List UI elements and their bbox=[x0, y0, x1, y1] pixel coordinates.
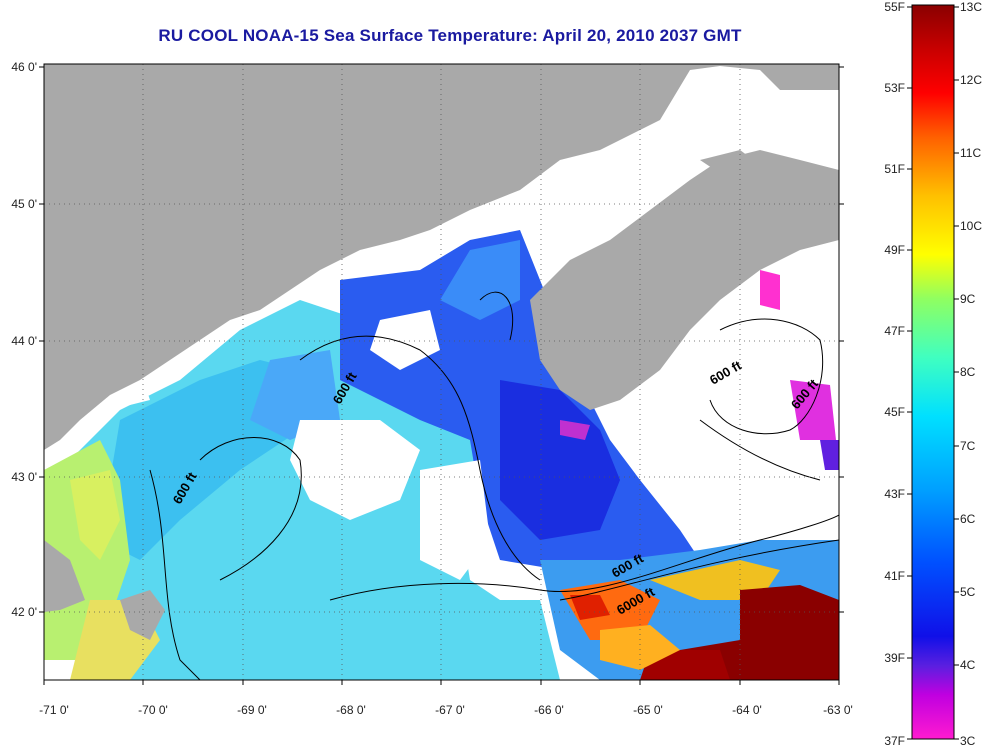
lat-tick-label: 46 0' bbox=[11, 60, 37, 74]
map-area bbox=[44, 64, 839, 680]
colorbar-gradient bbox=[912, 5, 954, 739]
lon-tick-label: -65 0' bbox=[633, 703, 663, 717]
lon-tick-label: -66 0' bbox=[534, 703, 564, 717]
lat-tick-label: 42 0' bbox=[11, 605, 37, 619]
colorbar-f-label: 55F bbox=[884, 0, 905, 14]
colorbar-c-label: 4C bbox=[960, 658, 976, 672]
colorbar-f-label: 39F bbox=[884, 651, 905, 665]
colorbar-c-labels: 13C 12C 11C 10C 9C 8C 7C 6C 5C 4C 3C bbox=[960, 0, 982, 748]
colorbar-c-label: 11C bbox=[960, 146, 981, 160]
colorbar-c-label: 6C bbox=[960, 512, 976, 526]
colorbar-f-label: 47F bbox=[884, 324, 905, 338]
colorbar-c-label: 9C bbox=[960, 292, 976, 306]
lon-tick-label: -68 0' bbox=[336, 703, 366, 717]
colorbar-c-label: 8C bbox=[960, 365, 976, 379]
frame-ticks bbox=[39, 66, 844, 685]
colorbar-f-label: 43F bbox=[884, 487, 905, 501]
isobaths bbox=[149, 291, 839, 680]
colorbar-c-label: 12C bbox=[960, 73, 982, 87]
lon-tick-label: -63 0' bbox=[823, 703, 853, 717]
colorbar-f-label: 49F bbox=[884, 243, 905, 257]
colorbar-c-label: 10C bbox=[960, 219, 982, 233]
lon-tick-labels: -71 0' -70 0' -69 0' -68 0' -67 0' -66 0… bbox=[39, 703, 853, 717]
colorbar-f-labels: 55F 53F 51F 49F 47F 45F 43F 41F 39F 37F bbox=[884, 0, 905, 748]
lon-tick-label: -70 0' bbox=[138, 703, 168, 717]
lon-tick-label: -67 0' bbox=[435, 703, 465, 717]
colorbar-c-label: 13C bbox=[960, 0, 982, 14]
colorbar-f-label: 53F bbox=[884, 81, 905, 95]
lat-tick-label: 45 0' bbox=[11, 197, 37, 211]
colorbar-f-label: 51F bbox=[884, 162, 905, 176]
colorbar-f-label: 45F bbox=[884, 405, 905, 419]
colorbar-ticks bbox=[907, 6, 959, 740]
lat-tick-label: 43 0' bbox=[11, 470, 37, 484]
colorbar-c-label: 3C bbox=[960, 734, 976, 748]
lat-tick-labels: 46 0' 45 0' 44 0' 43 0' 42 0' bbox=[11, 60, 37, 619]
colorbar-f-label: 37F bbox=[884, 734, 905, 748]
sst-water-field bbox=[44, 230, 839, 680]
lon-tick-label: -71 0' bbox=[39, 703, 69, 717]
map-title: RU COOL NOAA-15 Sea Surface Temperature:… bbox=[158, 26, 742, 45]
colorbar-f-label: 41F bbox=[884, 569, 905, 583]
land bbox=[44, 64, 839, 640]
lat-tick-label: 44 0' bbox=[11, 334, 37, 348]
colorbar: 55F 53F 51F 49F 47F 45F 43F 41F 39F 37F … bbox=[884, 0, 982, 748]
lon-tick-label: -64 0' bbox=[732, 703, 762, 717]
lon-tick-label: -69 0' bbox=[237, 703, 267, 717]
colorbar-c-label: 7C bbox=[960, 439, 976, 453]
colorbar-c-label: 5C bbox=[960, 585, 976, 599]
